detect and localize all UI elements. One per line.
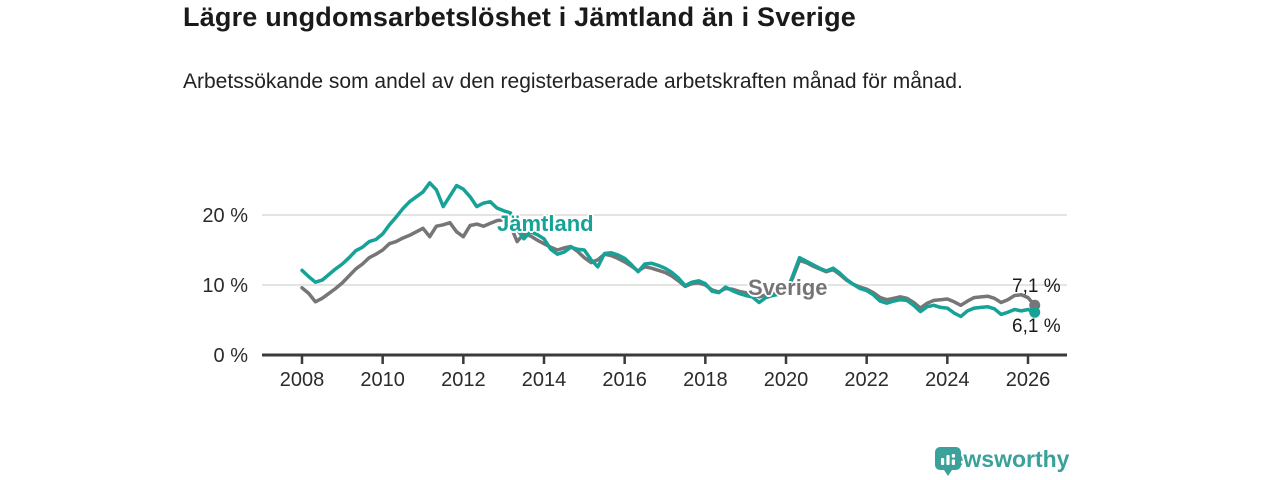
x-tick-label: 2022 bbox=[844, 369, 889, 391]
y-tick-label: 0 % bbox=[214, 345, 249, 367]
end-value-label-sverige: 7,1 % bbox=[1012, 276, 1061, 297]
series-label-sverige: Sverige bbox=[748, 275, 828, 300]
bar-chart-bubble-icon bbox=[935, 447, 961, 476]
chart-title: Lägre ungdomsarbetslöshet i Jämtland än … bbox=[183, 2, 856, 32]
y-tick-label: 10 % bbox=[202, 275, 248, 297]
jamtland-end-dot bbox=[1029, 306, 1041, 318]
x-tick-label: 2026 bbox=[1006, 369, 1051, 391]
x-tick-label: 2020 bbox=[764, 369, 809, 391]
x-tick-label: 2008 bbox=[280, 369, 325, 391]
jamtland-line bbox=[300, 181, 1037, 319]
x-tick-label: 2018 bbox=[683, 369, 728, 391]
series-label-jamtland: Jämtland bbox=[497, 211, 594, 236]
x-tick-label: 2010 bbox=[360, 369, 405, 391]
y-tick-label: 20 % bbox=[202, 205, 248, 227]
newsworthy-logo[interactable]: Newsworthy bbox=[934, 446, 1069, 476]
sverige-line bbox=[300, 218, 1037, 310]
end-value-label-jamtland: 6,1 % bbox=[1012, 316, 1061, 337]
x-tick-label: 2024 bbox=[925, 369, 970, 391]
x-tick-label: 2012 bbox=[441, 369, 486, 391]
x-tick-label: 2016 bbox=[602, 369, 647, 391]
chart-subtitle: Arbetssökande som andel av den registerb… bbox=[183, 70, 963, 93]
x-tick-label: 2014 bbox=[522, 369, 567, 391]
